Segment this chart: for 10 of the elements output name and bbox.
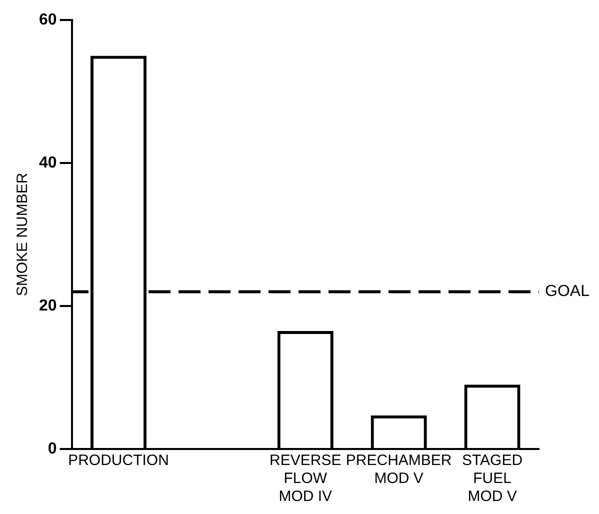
y-tick-label: 40 bbox=[39, 154, 57, 172]
x-tick-label: REVERSE FLOW MOD IV bbox=[270, 452, 342, 506]
x-tick-label: PRECHAMBER MOD V bbox=[346, 452, 452, 488]
ref-line-label: GOAL bbox=[545, 283, 590, 300]
x-tick-label: PRODUCTION bbox=[68, 452, 169, 470]
y-tick-label: 60 bbox=[39, 11, 57, 28]
x-tick-label: STAGED FUEL MOD V bbox=[462, 452, 523, 506]
y-tick-label: 20 bbox=[39, 297, 57, 314]
y-axis-title: SMOKE NUMBER bbox=[14, 172, 32, 296]
y-tick-label: 0 bbox=[48, 440, 57, 458]
